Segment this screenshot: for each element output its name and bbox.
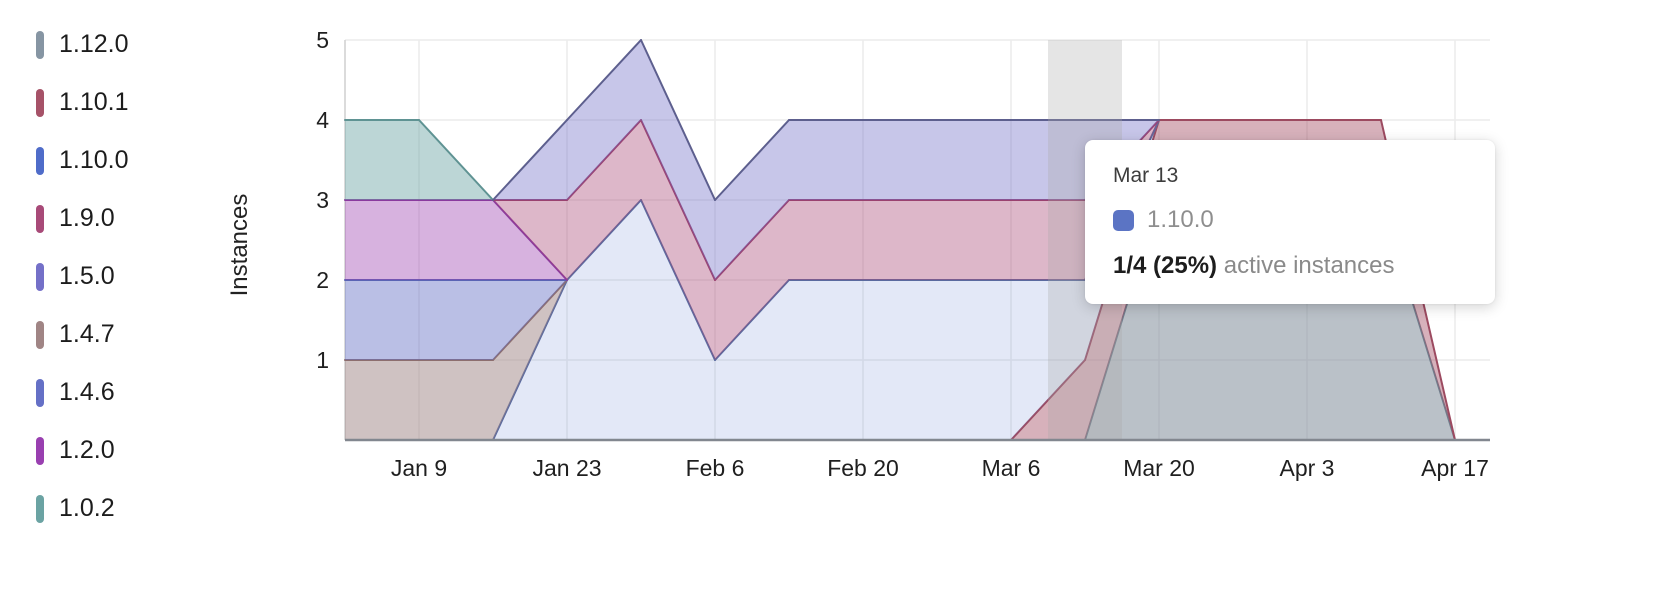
legend-marker <box>36 30 44 59</box>
legend-marker <box>36 204 44 233</box>
x-tick-label: Feb 20 <box>827 455 899 481</box>
legend-label: 1.0.2 <box>59 494 115 522</box>
legend-marker <box>36 436 44 465</box>
legend-item-1.4.7[interactable]: 1.4.7 <box>36 316 129 353</box>
tooltip-series-row: 1.10.0 <box>1113 206 1467 234</box>
legend-label: 1.10.1 <box>59 88 129 116</box>
tooltip-series-label: 1.10.0 <box>1147 206 1214 233</box>
legend-item-1.4.6[interactable]: 1.4.6 <box>36 374 129 411</box>
line-series-1.10.0 <box>640 199 716 361</box>
line-series-1.5.0 <box>566 39 642 121</box>
line-series-1.4.7 <box>492 279 568 361</box>
legend-item-1.2.0[interactable]: 1.2.0 <box>36 432 129 469</box>
line-series-1.5.0 <box>714 119 790 201</box>
y-tick-label: 3 <box>316 187 329 213</box>
legend-item-1.12.0[interactable]: 1.12.0 <box>36 26 129 63</box>
tooltip-series-marker <box>1113 209 1134 231</box>
line-series-1.9.0 <box>640 119 716 281</box>
tooltip-date: Mar 13 <box>1113 164 1179 187</box>
legend-label: 1.10.0 <box>59 146 129 174</box>
x-tick-label: Mar 20 <box>1123 455 1195 481</box>
legend-item-1.9.0[interactable]: 1.9.0 <box>36 200 129 237</box>
x-tick-label: Apr 17 <box>1421 455 1489 481</box>
tooltip-value: 1/4 (25%) <box>1113 252 1218 279</box>
legend-marker <box>36 378 44 407</box>
tooltip-value-row: 1/4 (25%) active instances <box>1113 252 1467 280</box>
legend-label: 1.12.0 <box>59 30 129 58</box>
tooltip: Mar 13 1.10.0 1/4 (25%) active instances <box>1085 140 1495 304</box>
y-tick-label: 2 <box>316 267 329 293</box>
tooltip-value-suffix: active instances <box>1223 252 1395 279</box>
legend-item-1.10.1[interactable]: 1.10.1 <box>36 84 129 121</box>
legend-label: 1.2.0 <box>59 436 115 464</box>
line-series-1.5.0 <box>492 119 568 201</box>
line-series-1.10.1 <box>1010 359 1086 441</box>
line-series-1.5.0 <box>640 39 716 201</box>
x-tick-label: Mar 6 <box>982 455 1041 481</box>
line-series-1.10.0 <box>714 279 790 361</box>
line-series-1.2.0 <box>492 199 568 281</box>
legend: 1.12.0 1.10.1 1.10.0 1.9.0 1.5.0 1.4.7 1.4.6 1.… <box>36 26 129 527</box>
x-tick-label: Apr 3 <box>1280 455 1335 481</box>
legend-item-1.0.2[interactable]: 1.0.2 <box>36 490 129 527</box>
legend-label: 1.9.0 <box>59 204 115 232</box>
legend-item-1.10.0[interactable]: 1.10.0 <box>36 142 129 179</box>
legend-label: 1.4.7 <box>59 320 115 348</box>
y-tick-label: 1 <box>316 347 329 373</box>
line-series-1.10.0 <box>566 199 642 281</box>
area-series-1.9.0[interactable] <box>345 120 1455 440</box>
x-tick-label: Jan 23 <box>532 455 601 481</box>
legend-marker <box>36 494 44 523</box>
line-series-1.9.0 <box>566 119 642 201</box>
legend-marker <box>36 262 44 291</box>
x-tick-label: Feb 6 <box>686 455 745 481</box>
line-series-1.0.2 <box>418 119 494 201</box>
area-series-1.5.0[interactable] <box>345 40 1455 440</box>
y-tick-label: 4 <box>316 107 329 133</box>
legend-label: 1.5.0 <box>59 262 115 290</box>
legend-label: 1.4.6 <box>59 378 115 406</box>
legend-marker <box>36 320 44 349</box>
y-tick-label: 5 <box>316 27 329 53</box>
legend-item-1.5.0[interactable]: 1.5.0 <box>36 258 129 295</box>
x-tick-label: Jan 9 <box>391 455 447 481</box>
line-series-1.9.0 <box>714 199 790 281</box>
legend-marker <box>36 88 44 117</box>
legend-marker <box>36 146 44 175</box>
